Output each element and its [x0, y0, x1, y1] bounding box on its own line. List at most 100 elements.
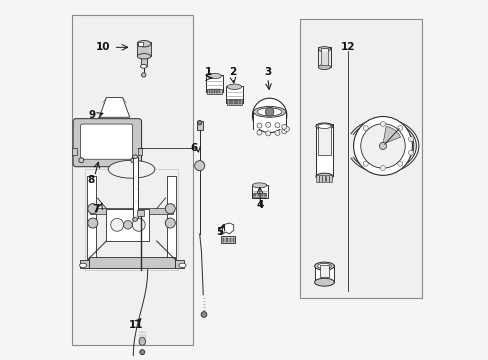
Circle shape	[88, 218, 98, 228]
Text: 1: 1	[204, 67, 212, 77]
Bar	[329, 175, 332, 182]
Bar	[85, 169, 178, 270]
Text: 2: 2	[229, 67, 236, 77]
FancyBboxPatch shape	[81, 124, 132, 159]
Circle shape	[194, 161, 204, 171]
Circle shape	[265, 122, 270, 127]
Text: 9: 9	[88, 111, 96, 121]
Polygon shape	[219, 223, 233, 234]
Ellipse shape	[139, 337, 145, 345]
Bar	[257, 193, 259, 196]
Text: 10: 10	[95, 42, 110, 52]
Circle shape	[165, 204, 175, 214]
Bar	[300, 19, 421, 298]
Ellipse shape	[317, 264, 330, 269]
Circle shape	[397, 161, 402, 166]
Bar	[314, 265, 334, 282]
Bar	[88, 257, 174, 268]
Circle shape	[132, 219, 145, 231]
Bar	[254, 193, 255, 196]
Ellipse shape	[137, 41, 151, 47]
Circle shape	[380, 121, 385, 126]
Ellipse shape	[317, 124, 330, 129]
Bar	[225, 86, 243, 103]
Circle shape	[284, 127, 289, 132]
Circle shape	[88, 204, 98, 214]
Circle shape	[265, 108, 273, 116]
Ellipse shape	[252, 183, 266, 188]
Bar	[80, 260, 88, 268]
Bar	[318, 47, 330, 67]
Bar	[318, 175, 321, 182]
Ellipse shape	[257, 108, 281, 116]
Bar	[213, 89, 215, 93]
Bar	[211, 89, 212, 93]
Ellipse shape	[318, 64, 330, 69]
Bar	[86, 176, 96, 259]
Circle shape	[360, 124, 405, 168]
Bar	[132, 157, 137, 220]
Bar	[223, 238, 224, 242]
Bar	[229, 238, 231, 242]
Circle shape	[257, 123, 262, 128]
Text: 7: 7	[92, 204, 99, 214]
Bar	[252, 193, 266, 197]
Bar	[315, 125, 332, 176]
Bar	[322, 175, 325, 182]
Text: 5: 5	[215, 227, 223, 237]
Ellipse shape	[80, 263, 86, 267]
Circle shape	[197, 121, 202, 125]
Bar	[205, 75, 223, 92]
FancyBboxPatch shape	[73, 119, 142, 167]
Circle shape	[165, 218, 175, 228]
Circle shape	[397, 126, 402, 131]
Bar	[227, 99, 241, 105]
Text: 3: 3	[264, 67, 271, 77]
Circle shape	[140, 350, 144, 355]
Circle shape	[379, 142, 386, 149]
Ellipse shape	[318, 46, 330, 51]
Bar	[325, 175, 328, 182]
Ellipse shape	[315, 173, 332, 180]
Bar	[221, 236, 234, 243]
Bar	[238, 100, 240, 104]
Bar	[72, 148, 77, 155]
Bar	[253, 111, 285, 129]
Bar	[138, 42, 143, 45]
Bar	[231, 100, 233, 104]
Ellipse shape	[132, 155, 137, 158]
Circle shape	[201, 312, 206, 318]
Ellipse shape	[227, 84, 241, 89]
Bar	[320, 265, 328, 277]
Bar	[207, 89, 221, 94]
Bar	[90, 208, 172, 215]
Circle shape	[281, 129, 286, 134]
Bar	[233, 100, 235, 104]
Circle shape	[407, 150, 413, 155]
Bar	[167, 176, 176, 259]
Ellipse shape	[179, 263, 185, 267]
Text: 6: 6	[190, 143, 198, 153]
Bar	[233, 238, 234, 242]
Polygon shape	[382, 126, 400, 144]
Bar	[140, 57, 147, 66]
Bar	[218, 89, 220, 93]
Circle shape	[407, 136, 413, 141]
Bar	[216, 89, 218, 93]
Circle shape	[353, 117, 411, 175]
Bar	[226, 238, 227, 242]
Bar	[251, 185, 267, 198]
Bar	[315, 175, 318, 182]
Bar	[260, 193, 262, 196]
Ellipse shape	[140, 64, 147, 68]
Bar	[228, 100, 230, 104]
Circle shape	[79, 158, 83, 163]
Circle shape	[110, 219, 123, 231]
Text: 12: 12	[341, 42, 355, 52]
Polygon shape	[99, 98, 129, 117]
Circle shape	[142, 73, 145, 77]
Circle shape	[380, 166, 385, 171]
Bar	[236, 100, 238, 104]
Bar	[138, 148, 142, 155]
Circle shape	[252, 98, 286, 133]
